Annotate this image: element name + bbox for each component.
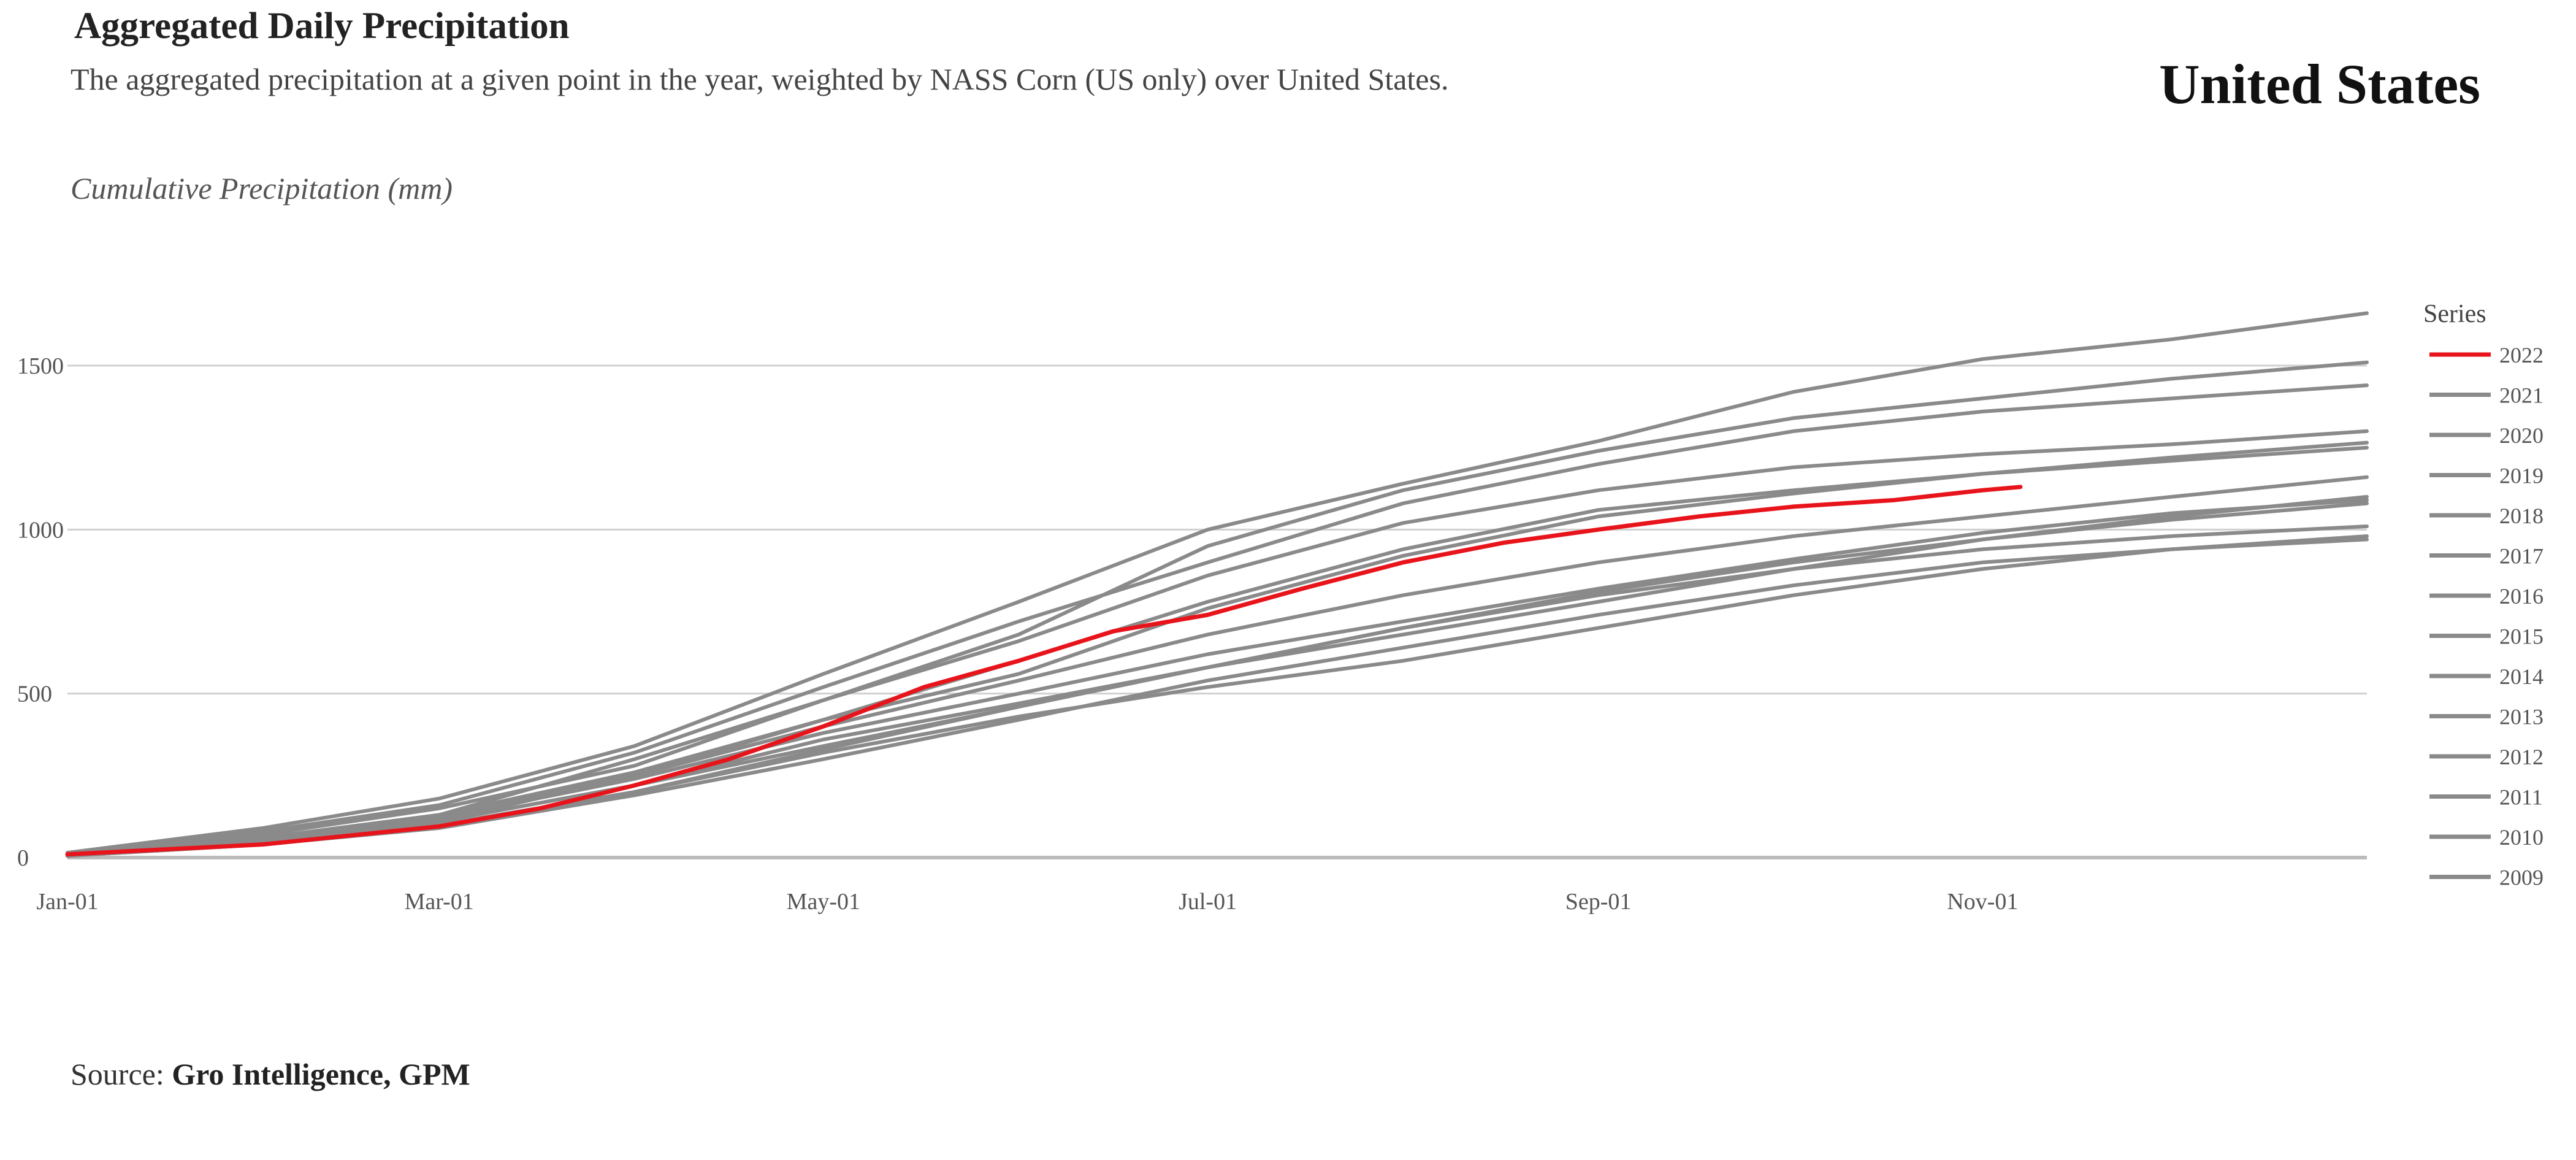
- legend-item-2014[interactable]: 2014: [2429, 664, 2544, 689]
- legend-label: 2012: [2499, 745, 2544, 769]
- y-tick-label: 0: [17, 845, 29, 871]
- x-tick-label: May-01: [787, 889, 860, 915]
- y-axis-label: Cumulative Precipitation (mm): [71, 171, 453, 205]
- y-tick-label: 1500: [17, 353, 64, 379]
- legend-label: 2013: [2499, 705, 2544, 729]
- legend-item-2022[interactable]: 2022: [2429, 343, 2544, 367]
- series-line-2017: [66, 383, 2369, 856]
- legend-label: 2020: [2499, 423, 2544, 448]
- legend-label: 2014: [2499, 664, 2544, 689]
- x-tick-labels: Jan-01 Mar-01 May-01 Jul-01 Sep-01 Nov-01: [36, 889, 2018, 915]
- x-tick-label: Sep-01: [1565, 889, 1632, 915]
- legend-label: 2021: [2499, 383, 2544, 408]
- grid-lines: [67, 364, 2367, 859]
- source-value: Gro Intelligence, GPM: [172, 1057, 470, 1091]
- series-line-2011: [66, 475, 2369, 858]
- x-tick-label: Jan-01: [36, 889, 98, 915]
- source-label: Source:: [71, 1057, 164, 1091]
- legend-item-2016[interactable]: 2016: [2429, 584, 2544, 609]
- legend-label: 2015: [2499, 624, 2544, 649]
- source-note: Source: Gro Intelligence, GPM: [71, 1056, 470, 1092]
- series-line-2021: [66, 440, 2369, 858]
- legend[interactable]: Series 2022 2021 2020 2019 2018 2017 2016 2015 20…: [2423, 300, 2544, 890]
- legend-item-2010[interactable]: 2010: [2429, 825, 2544, 850]
- legend-item-2019[interactable]: 2019: [2429, 464, 2544, 488]
- legend-item-2018[interactable]: 2018: [2429, 504, 2544, 528]
- series-line-2018: [66, 429, 2369, 858]
- legend-item-2012[interactable]: 2012: [2429, 745, 2544, 769]
- y-tick-label: 500: [17, 682, 52, 707]
- legend-label: 2022: [2499, 343, 2544, 367]
- series-line-2020: [66, 360, 2369, 856]
- region-label: United States: [2159, 53, 2480, 115]
- chart-subtitle: The aggregated precipitation at a given …: [71, 62, 1449, 96]
- series-line-2009: [66, 524, 2369, 858]
- legend-label: 2018: [2499, 504, 2544, 528]
- legend-item-2011[interactable]: 2011: [2429, 785, 2543, 810]
- series-lines: [65, 311, 2369, 858]
- legend-item-2015[interactable]: 2015: [2429, 624, 2544, 649]
- y-tick-labels: 0 500 1000 1500: [17, 353, 64, 871]
- chart-title: Aggregated Daily Precipitation: [74, 6, 570, 47]
- legend-title: Series: [2423, 300, 2486, 328]
- series-line-2022: [65, 485, 2023, 857]
- legend-label: 2019: [2499, 464, 2544, 488]
- y-tick-label: 1000: [17, 517, 64, 543]
- x-tick-label: Jul-01: [1179, 889, 1237, 915]
- x-tick-label: Mar-01: [405, 889, 474, 915]
- legend-label: 2017: [2499, 544, 2544, 569]
- series-line-2019: [66, 311, 2369, 855]
- x-tick-label: Nov-01: [1947, 889, 2018, 915]
- legend-item-2017[interactable]: 2017: [2429, 544, 2544, 569]
- legend-item-2020[interactable]: 2020: [2429, 423, 2544, 448]
- legend-label: 2011: [2499, 785, 2543, 810]
- legend-label: 2010: [2499, 825, 2544, 850]
- legend-label: 2009: [2499, 866, 2544, 890]
- legend-label: 2016: [2499, 584, 2544, 609]
- series-line-2013: [66, 498, 2369, 858]
- legend-item-2013[interactable]: 2013: [2429, 705, 2544, 729]
- legend-item-2009[interactable]: 2009: [2429, 866, 2544, 890]
- legend-item-2021[interactable]: 2021: [2429, 383, 2544, 408]
